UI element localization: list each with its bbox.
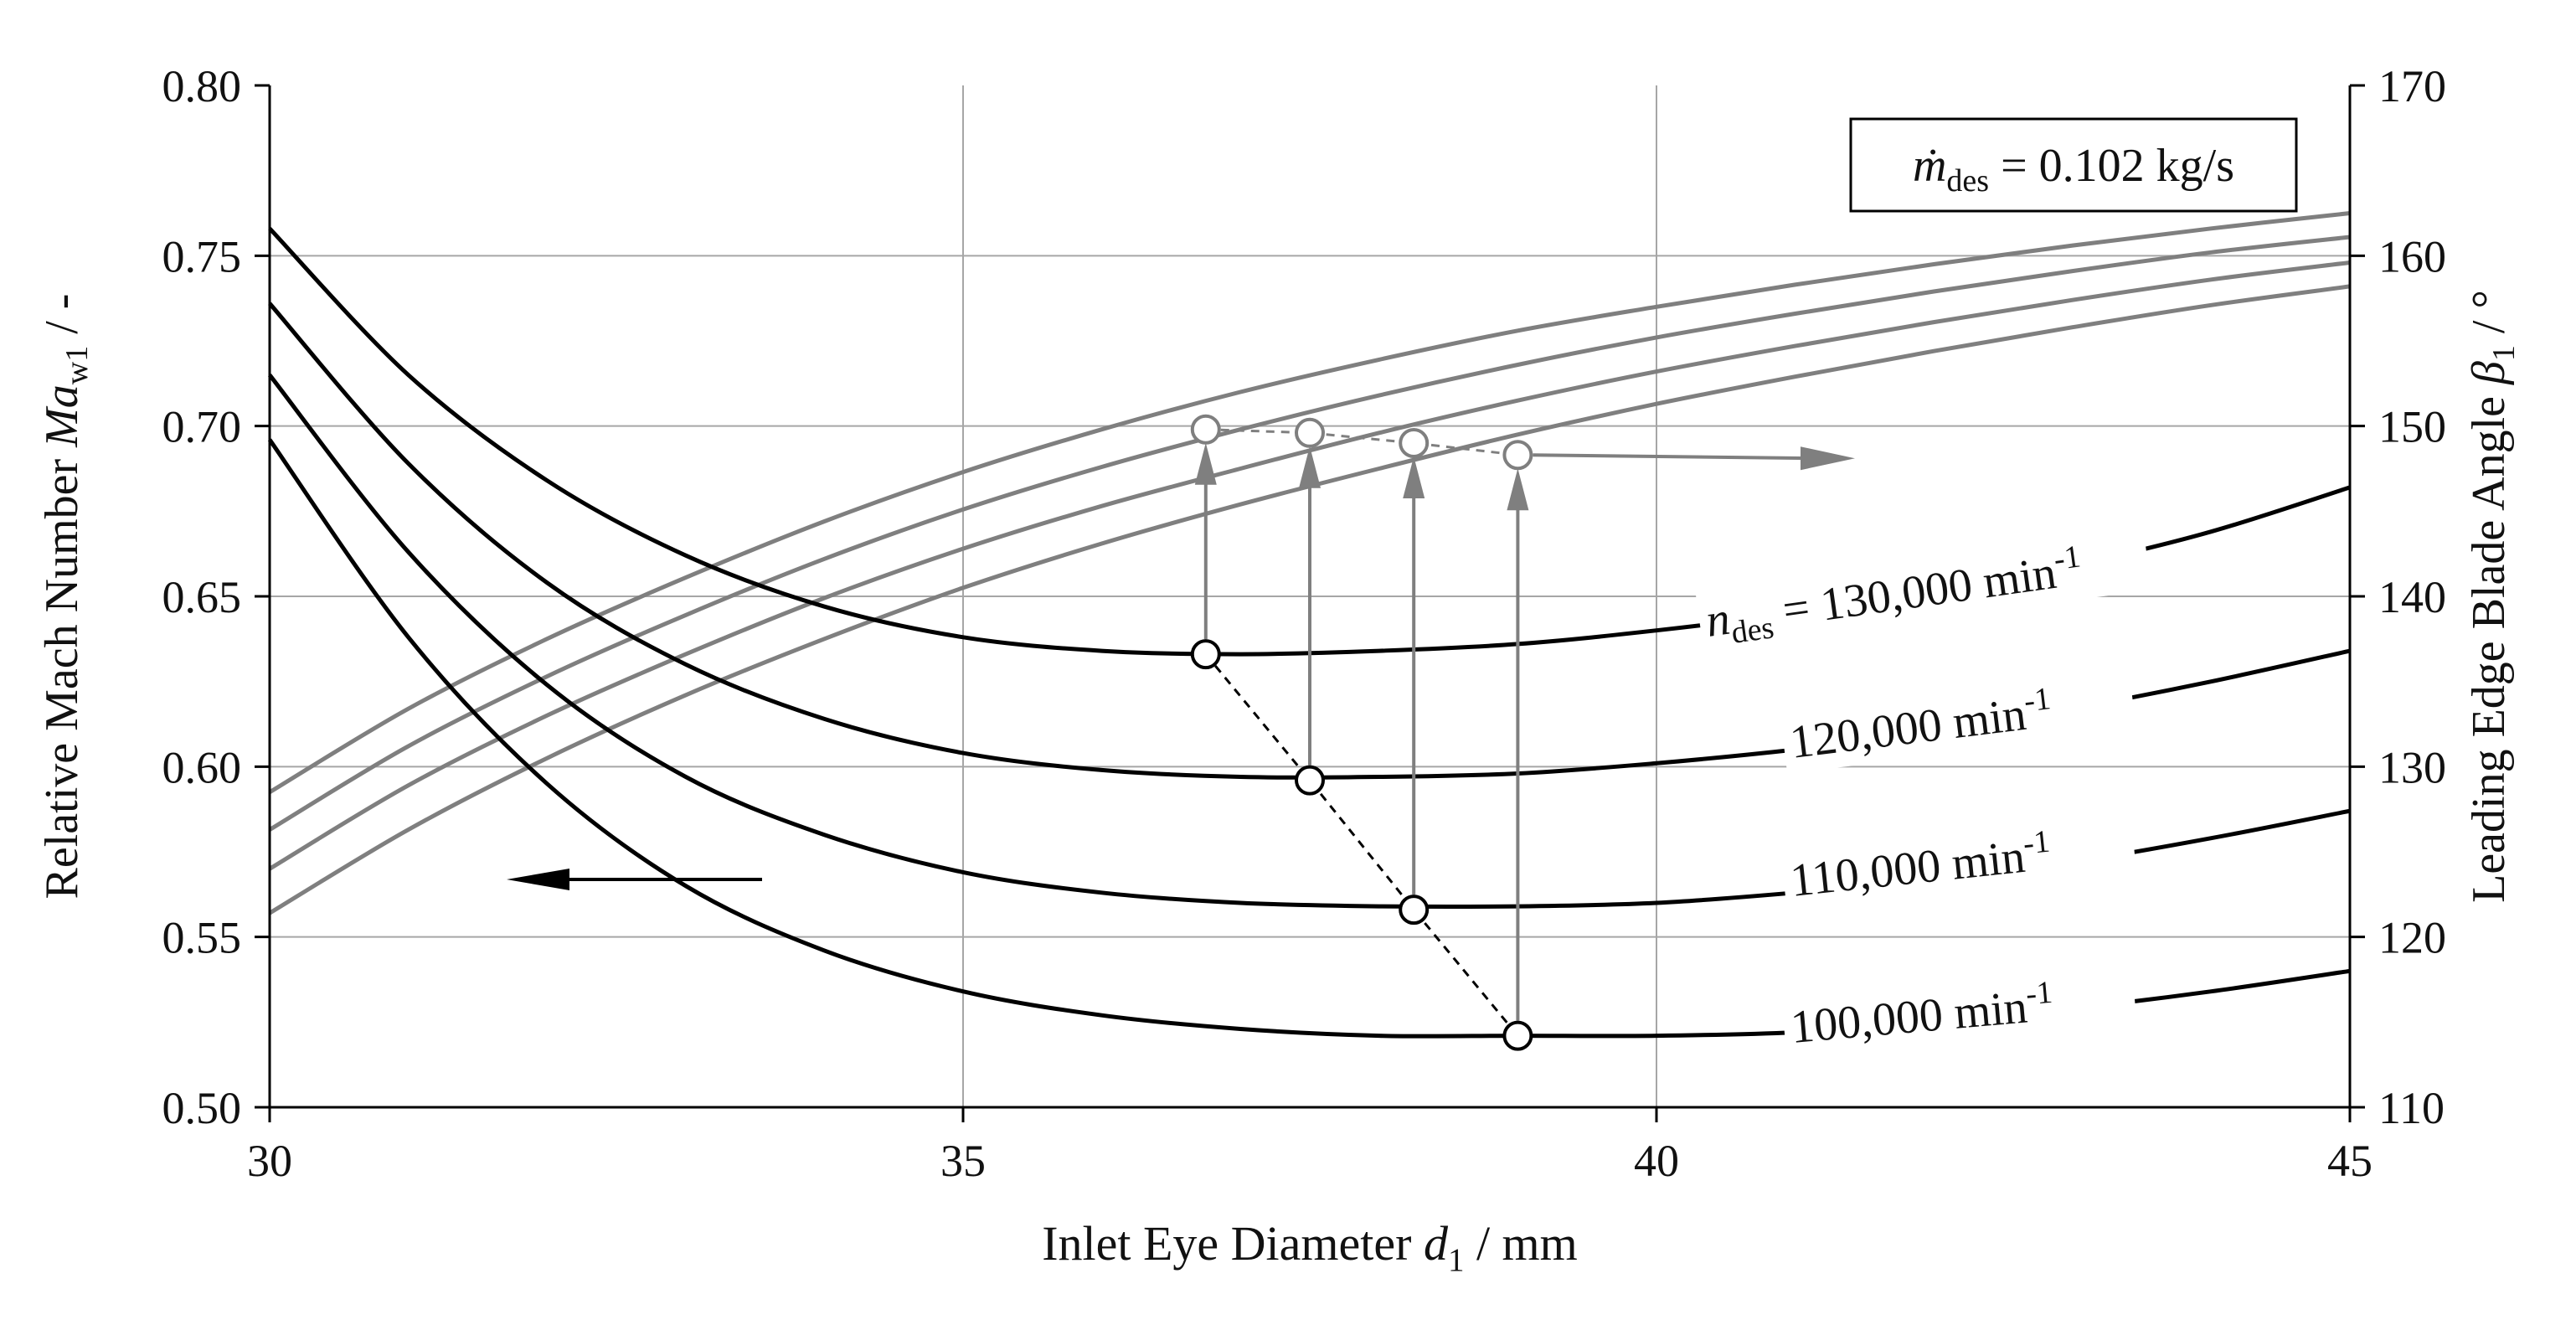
x-tick-label-30: 30 (247, 1136, 292, 1186)
series-label-3: 110,000 min-1 (1780, 817, 2137, 912)
design-point-angle-3 (1399, 428, 1430, 458)
design-angle-dashed-line (1205, 428, 1518, 456)
design-point-angle-4 (1502, 440, 1533, 471)
y-left-tick-label-0.75: 0.75 (162, 231, 242, 281)
series-label-bg-3 (1780, 817, 2137, 912)
y-left-tick-label-0.50: 0.50 (162, 1083, 242, 1133)
y-right-axis-title: Leading Edge Blade Angle β1 / ° (2463, 290, 2522, 903)
design-point-mach-4 (1502, 1020, 1533, 1051)
y-right-tick-label-110: 110 (2378, 1083, 2445, 1133)
y-left-axis-title: Relative Mach Number Maw1 / - (36, 294, 95, 900)
y-left-tick-label-0.70: 0.70 (162, 402, 242, 452)
y-right-tick-label-150: 150 (2378, 402, 2446, 452)
blade-angle-line-1 (268, 211, 2351, 794)
design-point-angle-1 (1190, 414, 1221, 445)
blade-angle-line-3 (268, 260, 2351, 871)
design-point-angle-2 (1295, 417, 1325, 448)
left-axis-arrow-head (507, 869, 569, 890)
mass-flow-annotation: ṁdes = 0.102 kg/s (1849, 117, 2298, 213)
x-axis-title: Inlet Eye Diameter d1 / mm (1042, 1216, 1578, 1278)
axis-titles: Inlet Eye Diameter d1 / mm Relative Mach … (36, 290, 2522, 1278)
y-left-tick-label-0.80: 0.80 (162, 61, 242, 111)
series-label-bg-2 (1780, 673, 2137, 774)
design-point-mach-1 (1190, 639, 1221, 670)
annotation-text: ṁdes = 0.102 kg/s (1913, 140, 2234, 199)
y-right-tick-label-170: 170 (2378, 61, 2446, 111)
design-arrow-head-3 (1403, 456, 1425, 498)
axis-direction-arrows (507, 446, 1855, 890)
series-label-bg-1 (1695, 531, 2152, 652)
y-left-tick-label-0.60: 0.60 (162, 742, 242, 792)
series-labels: ndes = 130,000 min-1 120,000 min-1 110,000… (1695, 531, 2152, 1059)
series-label-4: 100,000 min-1 (1781, 969, 2138, 1059)
x-tick-label-35: 35 (940, 1136, 986, 1186)
y-left-tick-label-0.65: 0.65 (162, 572, 242, 622)
right-axis-arrow-head (1801, 446, 1855, 471)
y-left-tick-label-0.55: 0.55 (162, 913, 242, 963)
tick-labels: 30 35 40 45 0.50 0.55 0.60 0.65 0.70 0.75 0.80 110 1… (162, 61, 2447, 1186)
blade-angle-line-2 (268, 235, 2351, 832)
design-point-mach-3 (1399, 895, 1430, 926)
design-point-mach-2 (1295, 765, 1325, 796)
y-right-tick-label-140: 140 (2378, 572, 2446, 622)
design-arrow-head-1 (1194, 442, 1217, 485)
x-tick-label-40: 40 (1634, 1136, 1679, 1186)
series-label-1: ndes = 130,000 min-1 (1695, 531, 2152, 652)
design-arrow-head-4 (1507, 468, 1529, 511)
y-right-tick-label-120: 120 (2378, 913, 2446, 963)
series-label-text-4: 100,000 min-1 (1788, 975, 2055, 1054)
design-points (1190, 414, 1533, 1051)
right-axis-arrow-line (1533, 453, 1818, 461)
design-arrow-head-2 (1299, 446, 1321, 488)
y-right-tick-label-160: 160 (2378, 231, 2446, 281)
y-right-tick-label-130: 130 (2378, 742, 2446, 792)
series-label-2: 120,000 min-1 (1780, 673, 2137, 774)
series-label-bg-4 (1781, 969, 2138, 1059)
x-tick-label-45: 45 (2327, 1136, 2372, 1186)
design-mach-dashed-line (1204, 653, 1519, 1037)
annotation-frame (1849, 117, 2298, 213)
